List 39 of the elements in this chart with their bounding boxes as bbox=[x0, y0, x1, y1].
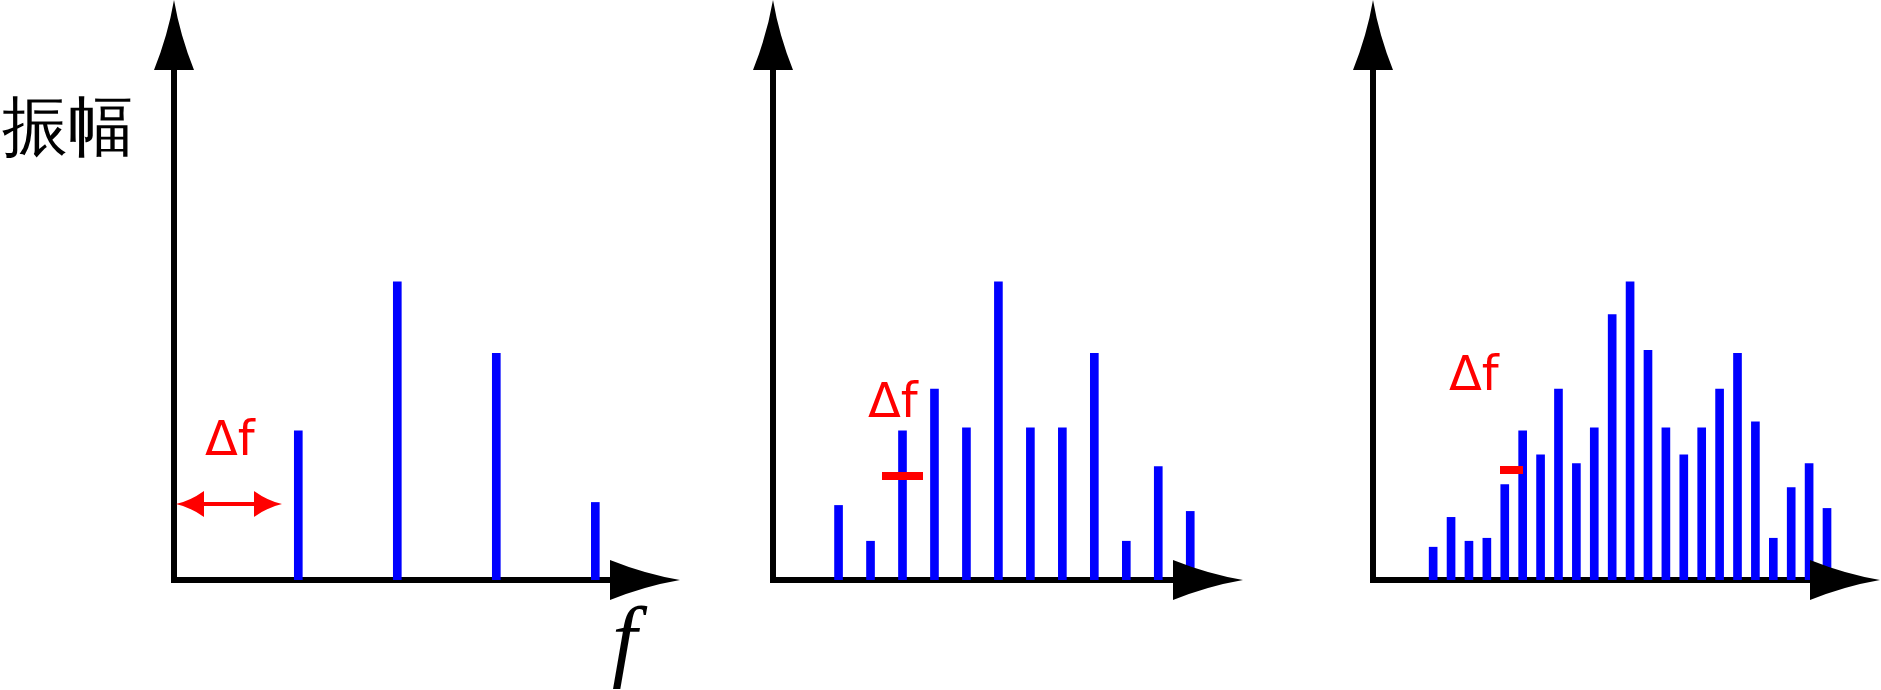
annotation: Δf bbox=[205, 410, 255, 466]
bar bbox=[1786, 487, 1796, 580]
bar bbox=[590, 502, 600, 580]
bar bbox=[1751, 421, 1760, 580]
y-axis-title: 振幅 bbox=[2, 87, 134, 167]
bar bbox=[1661, 427, 1671, 580]
bar bbox=[1607, 314, 1617, 580]
bar bbox=[1464, 540, 1474, 580]
bar bbox=[1572, 463, 1581, 580]
bar bbox=[1428, 546, 1438, 580]
bar bbox=[1482, 537, 1492, 580]
bar bbox=[898, 430, 907, 580]
annotation: Δf bbox=[1449, 345, 1499, 401]
bar bbox=[293, 430, 303, 580]
annotation: Δf bbox=[868, 372, 918, 428]
bar bbox=[1697, 427, 1707, 580]
bar bbox=[930, 388, 939, 580]
bar bbox=[1589, 427, 1599, 580]
bar bbox=[1026, 427, 1035, 580]
bar bbox=[962, 427, 971, 580]
bar bbox=[1643, 350, 1653, 580]
bar bbox=[1554, 388, 1563, 580]
bar bbox=[1446, 517, 1456, 580]
bar bbox=[1090, 353, 1099, 580]
bar bbox=[1153, 466, 1163, 580]
bar bbox=[1733, 353, 1742, 580]
bar bbox=[1625, 281, 1635, 580]
bar bbox=[1500, 484, 1510, 580]
bar bbox=[994, 281, 1003, 580]
bar bbox=[392, 281, 402, 580]
bar bbox=[866, 540, 875, 580]
bar bbox=[491, 353, 501, 580]
bar bbox=[1121, 540, 1131, 580]
bar bbox=[834, 505, 843, 580]
bar bbox=[1768, 537, 1778, 580]
bar bbox=[1536, 454, 1545, 580]
bar bbox=[1058, 427, 1067, 580]
bar bbox=[1715, 388, 1724, 580]
bar bbox=[1679, 454, 1689, 580]
